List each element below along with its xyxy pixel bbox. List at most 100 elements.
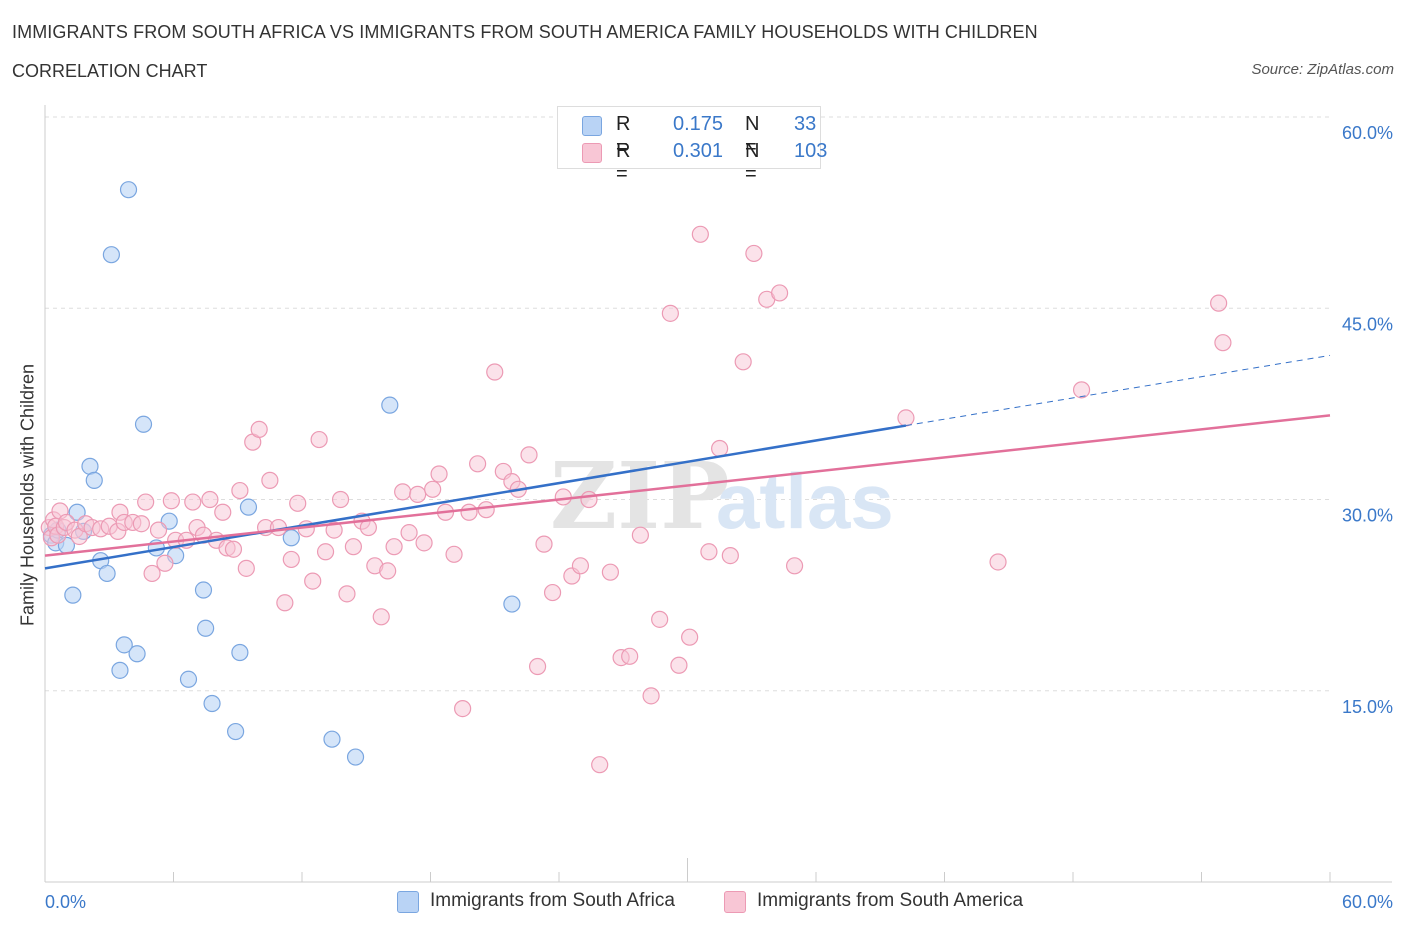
point-south-africa xyxy=(68,503,86,521)
point-south-america xyxy=(224,540,243,558)
point-south-africa xyxy=(111,661,129,679)
point-south-america xyxy=(201,490,219,509)
point-south-america xyxy=(897,409,915,427)
y-axis-label: Family Households with Children xyxy=(17,363,38,627)
y-tick-label: 30.0% xyxy=(1342,506,1393,526)
y-tick-label: 15.0% xyxy=(1342,697,1393,717)
point-south-america xyxy=(528,657,547,676)
point-south-africa xyxy=(194,581,213,599)
point-south-america xyxy=(289,494,307,512)
point-south-africa xyxy=(179,670,198,688)
point-south-america xyxy=(670,656,688,674)
legend-n-label: N = xyxy=(745,113,760,158)
legend-n-label: N = xyxy=(745,140,760,185)
point-south-america xyxy=(325,521,343,539)
legend-n-value: 103 xyxy=(794,140,828,162)
point-south-america xyxy=(1214,334,1232,352)
point-south-america xyxy=(770,284,789,302)
point-south-america xyxy=(989,553,1007,571)
stats-legend: R = 0.175 N = 33 R = 0.301 N = 103 xyxy=(557,106,827,185)
chart-subtitle: CORRELATION CHART xyxy=(12,61,208,81)
tick-labels: 15.0% 30.0% 45.0% 60.0% 0.0% 60.0% xyxy=(45,123,1393,912)
watermark-atlas: atlas xyxy=(716,457,894,545)
point-south-africa xyxy=(98,564,116,583)
point-south-america xyxy=(454,699,472,718)
point-south-america xyxy=(137,493,155,511)
point-south-america xyxy=(409,485,427,503)
point-south-africa xyxy=(203,694,221,713)
point-south-america xyxy=(143,564,161,583)
point-south-america xyxy=(400,524,418,542)
legend-swatch-south-africa xyxy=(582,116,602,136)
point-south-america xyxy=(535,535,553,553)
axes xyxy=(44,105,1392,883)
point-south-america xyxy=(700,543,718,561)
point-south-africa xyxy=(64,586,82,604)
point-south-africa xyxy=(323,730,341,748)
point-south-america xyxy=(184,493,202,511)
point-south-america xyxy=(554,488,572,506)
point-south-america xyxy=(231,481,249,500)
grid-lines xyxy=(45,116,1330,692)
point-south-africa xyxy=(227,722,245,741)
point-south-america xyxy=(711,439,729,458)
trend-line-south-africa-extension xyxy=(905,354,1331,427)
bottom-legend-swatch-south-america xyxy=(724,891,746,913)
point-south-america xyxy=(385,538,403,556)
point-south-america xyxy=(477,501,495,519)
bottom-legend-label: Immigrants from South America xyxy=(757,890,1024,911)
point-south-america xyxy=(631,526,649,544)
point-south-america xyxy=(156,554,174,572)
point-south-america xyxy=(734,353,752,371)
point-south-america xyxy=(601,563,620,581)
y-tick-label: 60.0% xyxy=(1342,123,1393,143)
point-south-america xyxy=(132,515,150,533)
point-south-america xyxy=(661,304,679,322)
point-south-america xyxy=(486,363,504,381)
point-south-america xyxy=(162,492,180,510)
bottom-legend-swatch-south-africa xyxy=(397,891,419,913)
point-south-america xyxy=(642,687,660,705)
trend-lines xyxy=(44,354,1331,570)
point-south-america xyxy=(149,521,168,539)
legend-r-label: R = xyxy=(616,140,631,185)
point-south-africa xyxy=(134,415,153,433)
y-tick-label: 45.0% xyxy=(1342,314,1393,334)
point-south-america xyxy=(424,480,442,498)
point-south-america xyxy=(1210,294,1228,312)
trend-line-south-africa xyxy=(44,424,907,570)
point-south-africa xyxy=(381,396,399,414)
bottom-legend-label: Immigrants from South Africa xyxy=(430,890,675,911)
point-south-america xyxy=(237,559,255,577)
point-south-africa xyxy=(231,643,249,662)
point-south-america xyxy=(520,446,538,464)
chart-title: IMMIGRANTS FROM SOUTH AFRICA VS IMMIGRAN… xyxy=(12,22,1038,42)
point-south-america xyxy=(394,483,412,501)
point-south-america xyxy=(316,543,335,561)
point-south-america xyxy=(580,490,598,509)
point-south-america xyxy=(282,550,300,569)
point-south-africa xyxy=(346,748,365,766)
trend-line-south-america xyxy=(44,414,1331,557)
point-south-america xyxy=(372,608,390,626)
point-south-america xyxy=(276,594,294,612)
point-south-africa xyxy=(85,471,103,489)
point-south-america xyxy=(721,546,739,565)
point-south-america xyxy=(304,572,322,590)
point-south-africa xyxy=(102,246,120,264)
point-south-america xyxy=(338,585,356,603)
point-south-america xyxy=(681,628,699,646)
point-south-america xyxy=(785,557,804,575)
point-south-america xyxy=(344,538,362,556)
point-south-africa xyxy=(119,181,138,199)
point-south-america xyxy=(621,647,639,665)
point-south-america xyxy=(261,471,279,489)
point-south-america xyxy=(469,455,487,473)
x-tick-label: 0.0% xyxy=(45,892,86,912)
point-south-america xyxy=(250,420,268,438)
point-south-america xyxy=(379,562,397,580)
point-south-america xyxy=(591,756,609,774)
point-south-america xyxy=(691,225,709,243)
point-south-america xyxy=(214,503,232,521)
